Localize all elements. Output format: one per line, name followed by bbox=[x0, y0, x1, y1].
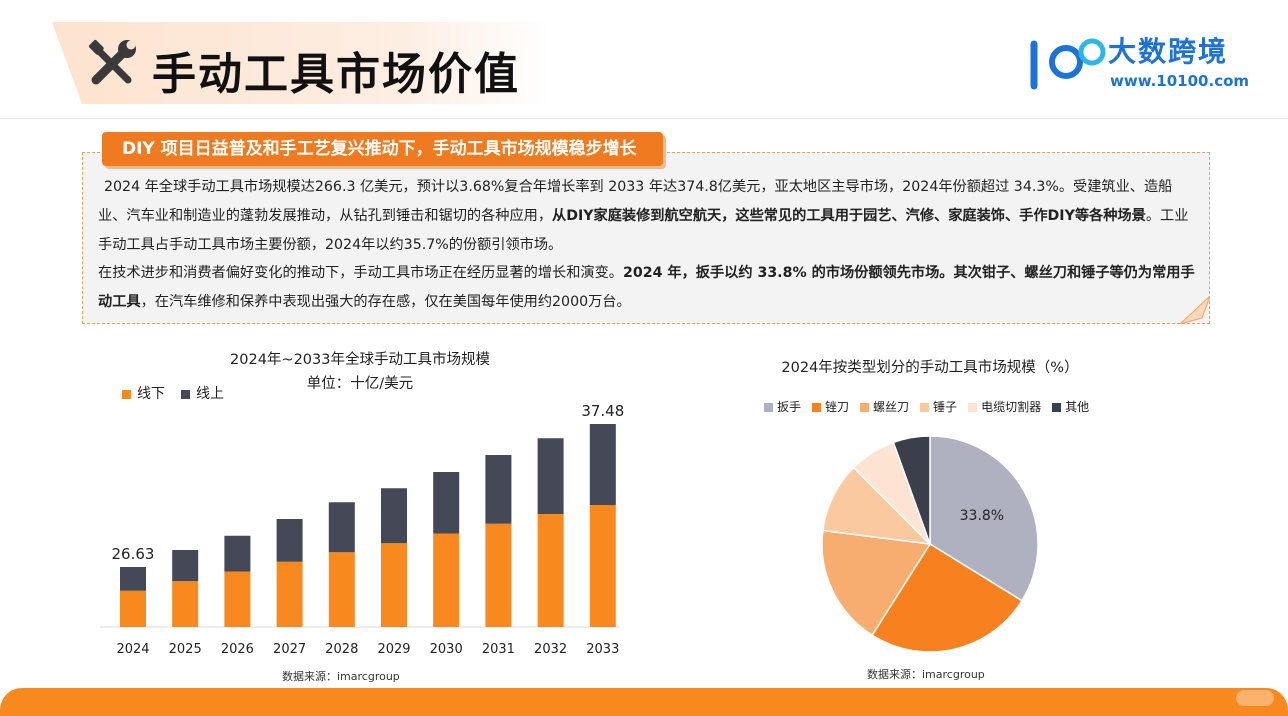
pie-chart: 33.8% bbox=[821, 435, 1039, 653]
pie-legend-item: 其他 bbox=[1052, 398, 1089, 415]
brand-logo bbox=[1030, 38, 1106, 90]
x-tick-label: 2029 bbox=[377, 642, 410, 657]
brand-name: 大数跨境 bbox=[1108, 35, 1229, 68]
legend-swatch bbox=[122, 389, 131, 399]
legend-swatch bbox=[1052, 403, 1062, 412]
legend-swatch bbox=[764, 403, 773, 412]
bar-chart-unit: 单位：十亿/美元 bbox=[306, 376, 414, 392]
bar-online-2029 bbox=[381, 488, 407, 544]
legend-item-online: 线上 bbox=[181, 383, 224, 403]
pie-legend-item: 电缆切割器 bbox=[968, 398, 1041, 415]
bar-offline-2030 bbox=[433, 533, 460, 627]
x-tick-label: 2033 bbox=[586, 642, 619, 657]
bar-online-2027 bbox=[276, 519, 303, 562]
x-tick-label: 2030 bbox=[430, 642, 463, 657]
bar-online-2032 bbox=[537, 438, 564, 514]
bar-online-2024 bbox=[120, 567, 146, 591]
data-label: 37.48 bbox=[581, 402, 624, 420]
bar-offline-2028 bbox=[328, 552, 355, 627]
bar-legend: 线下 线上 bbox=[122, 383, 224, 403]
pie-slice-锤子 bbox=[822, 466, 933, 546]
bar-online-2031 bbox=[485, 455, 512, 524]
header-divider bbox=[0, 118, 1288, 119]
bar-offline-2025 bbox=[172, 581, 199, 627]
pie-data-label: 33.8% bbox=[960, 508, 1004, 524]
bar-chart: 2024 26.63 2025 2026 2027 2028 2029 2030 2031 203… bbox=[100, 402, 624, 657]
x-tick-label: 2024 bbox=[116, 642, 149, 657]
bar-online-2033 bbox=[589, 424, 616, 505]
pie-slice-锉刀 bbox=[871, 542, 1023, 653]
bar-chart-source: 数据来源：imarcgroup bbox=[282, 670, 400, 683]
x-tick-label: 2027 bbox=[273, 642, 306, 657]
bar-online-2028 bbox=[328, 502, 355, 553]
x-tick-label: 2028 bbox=[325, 642, 358, 657]
legend-swatch bbox=[181, 389, 190, 399]
x-tick-label: 2032 bbox=[534, 642, 567, 657]
pie-legend: 扳手 锉刀 螺丝刀 锤子 电缆切割器 其他 bbox=[764, 398, 1089, 415]
watermark-badge bbox=[1236, 690, 1274, 706]
bar-online-2030 bbox=[433, 472, 460, 534]
bar-offline-2026 bbox=[224, 571, 251, 627]
x-tick-label: 2026 bbox=[221, 642, 254, 657]
legend-item-offline: 线下 bbox=[122, 383, 165, 403]
bar-offline-2032 bbox=[537, 514, 564, 627]
highlight-tag: DIY 项目日益普及和手工艺复兴推动下，手动工具市场规模稳步增长 bbox=[102, 132, 663, 166]
bar-offline-2024 bbox=[120, 590, 146, 627]
bar-chart-title: 2024年~2033年全球手动工具市场规模 bbox=[230, 352, 490, 368]
title-ribbon bbox=[52, 22, 552, 104]
legend-swatch bbox=[968, 403, 978, 412]
pie-chart-title: 2024年按类型划分的手动工具市场规模（%） bbox=[781, 360, 1079, 376]
paragraph-2: 在技术进步和消费者偏好变化的推动下，手动工具市场正在经历显著的增长和演变。202… bbox=[98, 265, 1195, 310]
pie-slice-其他 bbox=[892, 435, 931, 545]
bar-online-2026 bbox=[224, 535, 251, 572]
paragraph-1: 2024 年全球手动工具市场规模达266.3 亿美元，预计以3.68%复合年增长… bbox=[98, 179, 1189, 253]
data-label: 26.63 bbox=[112, 545, 155, 563]
bar-offline-2029 bbox=[381, 543, 407, 627]
pie-slice-螺丝刀 bbox=[821, 529, 932, 637]
bar-offline-2033 bbox=[589, 505, 616, 627]
brand-url: www.10100.com bbox=[1110, 72, 1250, 90]
bar-offline-2027 bbox=[276, 561, 303, 627]
pie-legend-item: 扳手 bbox=[764, 398, 801, 415]
legend-swatch bbox=[860, 403, 870, 412]
legend-swatch bbox=[812, 403, 822, 412]
bar-online-2025 bbox=[172, 550, 199, 582]
pie-chart-source: 数据来源：imarcgroup bbox=[867, 668, 985, 681]
pie-legend-item: 螺丝刀 bbox=[860, 398, 909, 415]
page-title: 手动工具市场价值 bbox=[152, 49, 520, 100]
footer-bar bbox=[0, 688, 1288, 716]
pie-legend-item: 锤子 bbox=[920, 398, 957, 415]
pie-slice-扳手 bbox=[929, 435, 1039, 602]
x-tick-label: 2025 bbox=[169, 642, 202, 657]
x-tick-label: 2031 bbox=[482, 642, 515, 657]
tools-icon bbox=[89, 40, 136, 85]
bar-offline-2031 bbox=[485, 523, 512, 627]
pie-legend-item: 锉刀 bbox=[812, 398, 849, 415]
legend-swatch bbox=[920, 403, 930, 412]
page-fold-corner bbox=[1180, 296, 1210, 324]
